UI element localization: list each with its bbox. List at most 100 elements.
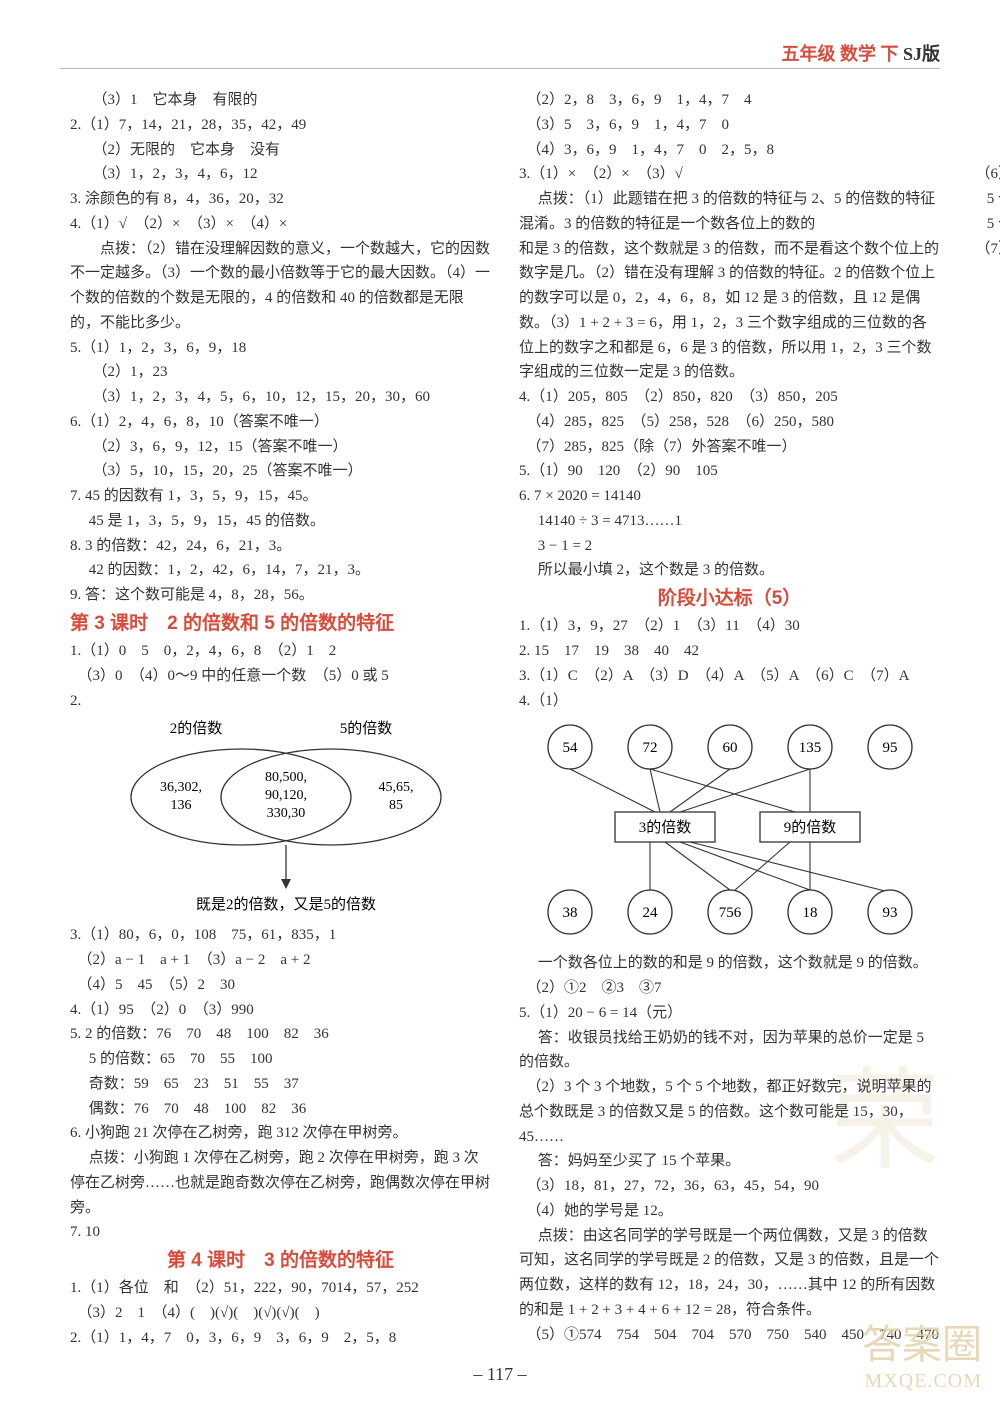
svg-text:24: 24 [642, 905, 658, 921]
line: ④450 540 570 750 504 405 507 705 [968, 138, 1000, 163]
line: （2）3 个 3 个地数，5 个 5 个地数，都正好数完，说明苹果的总个数既是 … [519, 1075, 940, 1149]
line: （3）1，2，3，4，5，6，10，12，15，20，30，60 [70, 385, 491, 410]
svg-text:90,120,: 90,120, [265, 788, 307, 803]
line: （7）答：符合要求的数有 450，540，750，570。 [968, 237, 1000, 262]
line: 5 个连续奇数的和是 5 的倍数。 [968, 187, 1000, 212]
line: ②570 750 540 450 740 470 745 475 705 405 [968, 88, 1000, 113]
page-number: – 117 – [0, 1364, 1000, 1385]
svg-text:18: 18 [802, 905, 817, 921]
line: 5 的倍数：65 70 55 100 [70, 1047, 491, 1072]
line: 点拨：小狗跑 1 次停在乙树旁，跑 2 次停在甲树旁，跑 3 次停在乙树旁……也… [70, 1146, 491, 1220]
line: （4）3，6，9 1，4，7 0 2，5，8 [519, 138, 940, 163]
header-subject: 五年级 数学 下 [781, 44, 903, 64]
line: 2.（1）1，4，7 0，3，6，9 3，6，9 2，5，8 [70, 1326, 491, 1351]
line: 5.（1）20 − 6 = 14（元） [519, 1001, 940, 1026]
line: 2.（1）7，14，21，28，35，42，49 [70, 113, 491, 138]
line: （3）5 3，6，9 1，4，7 0 [519, 113, 940, 138]
line: 6. 7 × 2020 = 14140 [519, 484, 940, 509]
factor-graph: 54 72 60 135 95 3的倍数 9的倍数 [519, 717, 940, 947]
line: 点拨：（1）此题错在把 3 的倍数的特征与 2、5 的倍数的特征混淆。3 的倍数… [519, 187, 940, 237]
line: （5）①574 754 504 704 570 750 540 450 740 … [519, 1323, 940, 1348]
line: 和是 3 的倍数，这个数就是 3 的倍数，而不是看这个数个位上的数字是几。（2）… [519, 237, 940, 386]
line: （3）18，81，27，72，36，63，45，54，90 [519, 1174, 940, 1199]
line: （2）2，8 3，6，9 1，4，7 4 [519, 88, 940, 113]
content-columns: （3）1 它本身 有限的 2.（1）7，14，21，28，35，42，49 （2… [70, 88, 940, 1351]
line: （3）0 （4）0～9 中的任意一个数 （5）0 或 5 [70, 664, 491, 689]
line: 3.（1）× （2）× （3）√ [519, 162, 940, 187]
line: 一个数各位上的数的和是 9 的倍数，这个数就是 9 的倍数。 [519, 951, 940, 976]
line: 答：收银员找给王奶奶的钱不对，因为苹果的总价一定是 5 的倍数。 [519, 1026, 940, 1076]
line: 45 是 1，3，5，9，15，45 的倍数。 [70, 509, 491, 534]
venn-caption: 既是2的倍数，又是5的倍数 [195, 896, 375, 913]
line: （4）她的学号是 12。 [519, 1199, 940, 1224]
venn-label-right: 5的倍数 [339, 720, 392, 737]
venn-diagram: 2的倍数 5的倍数 36,302, 136 80,500, 90,120, 33… [70, 717, 491, 917]
heading-k3: 第 3 课时 2 的倍数和 5 的倍数的特征 [70, 608, 491, 639]
line: （2）无限的 它本身 没有 [70, 138, 491, 163]
line: 7. 45 的因数有 1，3，5，9，15，45。 [70, 484, 491, 509]
venn-label-left: 2的倍数 [169, 720, 222, 737]
svg-text:45,65,: 45,65, [378, 780, 413, 795]
line: 答：妈妈至少买了 15 个苹果。 [519, 1149, 940, 1174]
heading-k4: 第 4 课时 3 的倍数的特征 [70, 1245, 491, 1276]
page-header: 五年级 数学 下 SJ版 [781, 40, 940, 66]
line: 3.（1）80，6，0，108 75，61，835，1 [70, 923, 491, 948]
line: 5.（1）90 120 （2）90 105 [519, 459, 940, 484]
heading-jd5: 阶段小达标（5） [519, 583, 940, 614]
line: 3 − 1 = 2 [519, 534, 940, 559]
line: 1.（1）3，9，27 （2）1 （3）11 （4）30 [519, 614, 940, 639]
svg-text:330,30: 330,30 [266, 806, 305, 821]
line: 42 的因数：1，2，42，6，14，7，21，3。 [70, 558, 491, 583]
line: 2. [70, 689, 491, 714]
line: 14140 ÷ 3 = 4713……1 [519, 509, 940, 534]
line: 5 个连续偶数的和是 5 的倍数。 [968, 212, 1000, 237]
svg-text:136: 136 [170, 798, 191, 813]
line: 所以最小填 2，这个数是 3 的倍数。 [519, 558, 940, 583]
line: 3. 涂颜色的有 8，4，36，20，32 [70, 187, 491, 212]
line: 4.（1）√ （2）× （3）× （4）× [70, 212, 491, 237]
svg-text:9的倍数: 9的倍数 [783, 819, 836, 836]
line: 偶数：76 70 48 100 82 36 [70, 1097, 491, 1122]
svg-text:54: 54 [562, 740, 578, 756]
line: （4）285，825 （5）258，528 （6）250，580 [519, 410, 940, 435]
line: 5. 2 的倍数：76 70 48 100 82 36 [70, 1022, 491, 1047]
line: （2）a − 1 a + 1 （3）a − 2 a + 2 [70, 948, 491, 973]
svg-text:3的倍数: 3的倍数 [638, 819, 691, 836]
line: （3）1 它本身 有限的 [70, 88, 491, 113]
header-rule [60, 68, 940, 69]
line: 点拨：（2）错在没理解因数的意义，一个数越大，它的因数不一定越多。（3）一个数的… [70, 237, 491, 336]
line: （3）1，2，3，4，6，12 [70, 162, 491, 187]
line: （2）1，23 [70, 360, 491, 385]
line: 点拨：由这名同学的学号既是一个两位偶数，又是 3 的倍数可知，这名同学的学号既是… [519, 1224, 940, 1323]
line: 7. 10 [70, 1220, 491, 1245]
header-edition: SJ版 [903, 44, 940, 64]
line: （2）①2 ②3 ③7 [519, 976, 940, 1001]
line: （3）2 1 （4）( )(√)( )(√)(√)( ) [70, 1301, 491, 1326]
line: （7）285，825（除（7）外答案不唯一） [519, 435, 940, 460]
svg-text:72: 72 [642, 740, 657, 756]
svg-text:80,500,: 80,500, [265, 770, 307, 785]
line: （4）5 45 （5）2 30 [70, 973, 491, 998]
line: （3）5，10，15，20，25（答案不唯一） [70, 459, 491, 484]
svg-text:95: 95 [882, 740, 897, 756]
line: 6.（1）2，4，6，8，10（答案不唯一） [70, 410, 491, 435]
line: ③570 750 540 450 740 470 [968, 113, 1000, 138]
svg-text:36,302,: 36,302, [160, 780, 202, 795]
line: 8. 3 的倍数：42，24，6，21，3。 [70, 534, 491, 559]
line: 1.（1）0 5 0，2，4，6，8 （2）1 2 [70, 639, 491, 664]
line: 9. 答：这个数可能是 4，8，28，56。 [70, 583, 491, 608]
svg-text:135: 135 [798, 740, 821, 756]
line: 4.（1） [519, 689, 940, 714]
line: 2. 15 17 19 38 40 42 [519, 639, 940, 664]
line: 5.（1）1，2，3，6，9，18 [70, 336, 491, 361]
line: 1.（1）各位 和 （2）51，222，90，7014，57，252 [70, 1276, 491, 1301]
line: 4.（1）205，805 （2）850，820 （3）850，205 [519, 385, 940, 410]
svg-text:38: 38 [562, 905, 577, 921]
line: 4.（1）95 （2）0 （3）990 [70, 998, 491, 1023]
line: （2）3，6，9，12，15（答案不唯一） [70, 435, 491, 460]
line: 6. 小狗跑 21 次停在乙树旁，跑 312 次停在甲树旁。 [70, 1121, 491, 1146]
svg-text:93: 93 [882, 905, 897, 921]
graph-top-row: 54 72 60 135 95 [548, 725, 912, 769]
svg-text:85: 85 [389, 798, 403, 813]
line: （6）5 个连续自然数的和是 5 的倍数。 [968, 162, 1000, 187]
